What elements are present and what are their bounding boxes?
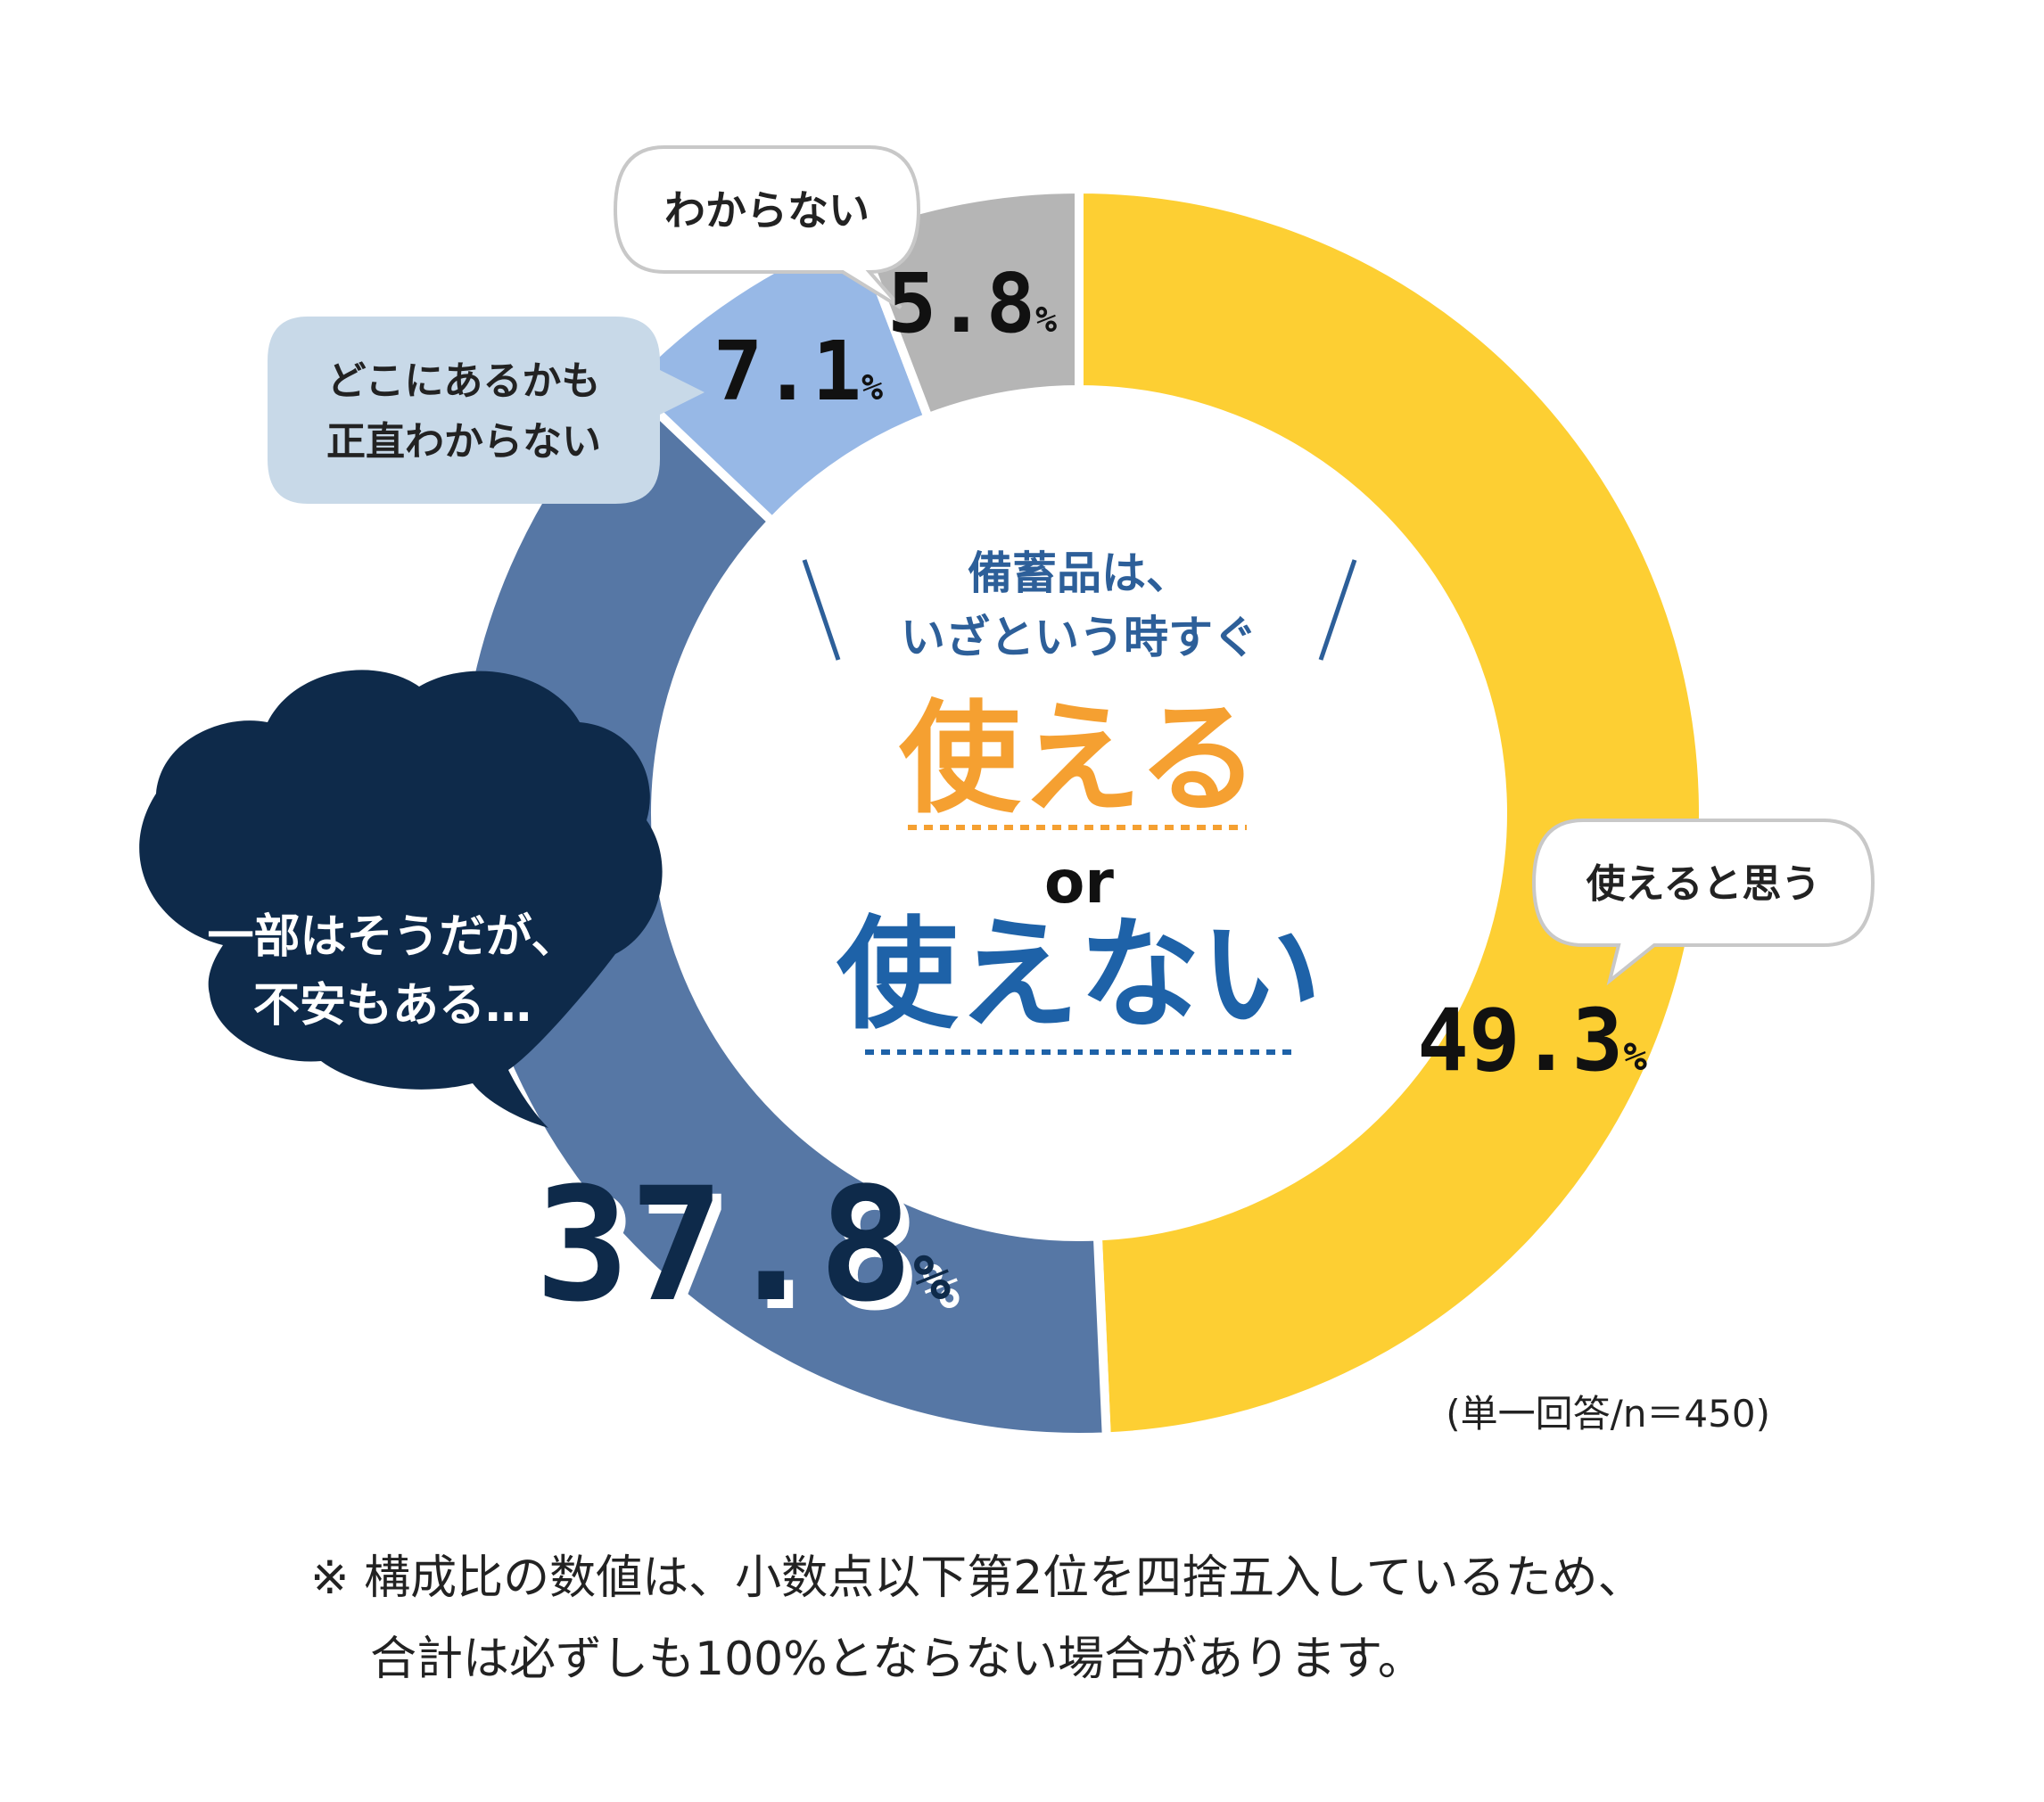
pct-wakaranai-value: 5.8 [887, 256, 1035, 351]
bubble-ichibu: 一部はそうだが、 不安もある… [139, 670, 663, 1128]
slash-left [802, 559, 841, 661]
bubble-doko: どこにあるかも 正直わからない [268, 317, 705, 504]
slash-right [1318, 559, 1357, 661]
word-no: 使えない [837, 905, 1322, 1046]
bubble-wakaranai-shape [613, 145, 921, 309]
question-line2: いざという時すぐ [901, 612, 1257, 663]
bubble-wakaranai-text: わからない [664, 186, 870, 235]
pct-doko-sign: % [861, 367, 883, 408]
bubble-wakaranai: わからない [613, 145, 921, 309]
bubble-doko-line1: どこにあるかも [327, 358, 601, 404]
pct-doko: 7.1% [713, 324, 883, 419]
bubble-ichibu-line2: 不安もある… [253, 979, 532, 1033]
footnote-line1: ※ 構成比の数値は、小数点以下第2位を四捨五入しているため、 [310, 1551, 1644, 1605]
pct-tsukaeru: 49.3% [1417, 991, 1647, 1090]
bubble-ichibu-line1: 一部はそうだが、 [208, 910, 578, 964]
bubble-doko-line2: 正直わからない [326, 419, 601, 465]
pct-labels: 5.8% 7.1% 49.3% 37.8% 37.8% [535, 256, 1647, 1345]
pct-wakaranai: 5.8% [887, 256, 1057, 351]
pct-ichibu-shadow-value: 37.8 [544, 1163, 922, 1345]
center-question: 備蓄品は、 いざという時すぐ 使える or 使えない [802, 547, 1357, 1055]
word-yes: 使える [899, 689, 1259, 830]
pct-ichibu-value: 37.8 [535, 1154, 913, 1337]
pct-doko-value: 7.1 [713, 324, 861, 419]
pct-ichibu-shadow: 37.8% [544, 1163, 960, 1345]
sample-note: (単一回答/n＝450) [1446, 1392, 1770, 1436]
pct-tsukaeru-value: 49.3 [1417, 991, 1623, 1090]
word-or: or [1044, 848, 1114, 917]
question-line1: 備蓄品は、 [968, 547, 1191, 599]
pct-ichibu: 37.8% [535, 1154, 951, 1337]
pct-wakaranai-sign: % [1035, 300, 1057, 341]
slice-tsukaeru [1075, 184, 1708, 1442]
pct-ichibu-shadow-sign: % [922, 1250, 960, 1323]
bubble-doko-shape [268, 317, 705, 504]
bubble-ichibu-shape [139, 670, 663, 1128]
footnote-line2: 合計は必ずしも100%とならない場合があります。 [370, 1633, 1424, 1686]
bubble-tsukaeru-text: 使えると思う [1587, 861, 1821, 907]
pct-tsukaeru-sign: % [1623, 1034, 1647, 1080]
bubble-tsukaeru: 使えると思う [1531, 819, 1875, 986]
pct-ichibu-sign: % [913, 1241, 951, 1314]
bubble-tsukaeru-shape [1531, 819, 1875, 986]
